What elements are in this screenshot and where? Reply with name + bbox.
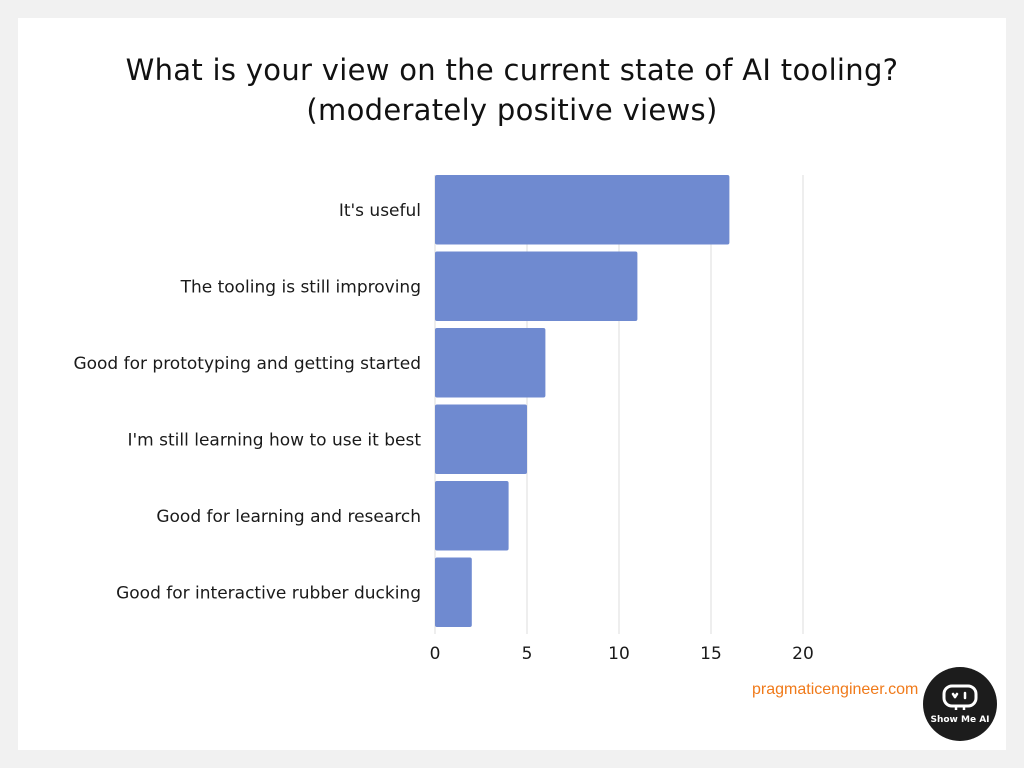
bar xyxy=(435,328,546,398)
bar xyxy=(435,404,527,474)
bar xyxy=(435,481,509,551)
category-label: I'm still learning how to use it best xyxy=(127,430,421,450)
x-tick-label: 15 xyxy=(700,644,722,664)
category-label: Good for learning and research xyxy=(156,507,421,527)
show-me-ai-badge: Show Me AI xyxy=(923,667,997,741)
bar xyxy=(435,175,730,245)
category-labels: It's useful The tooling is still improvin… xyxy=(73,201,421,604)
badge-label: Show Me AI xyxy=(930,715,990,725)
source-link[interactable]: pragmaticengineer.com xyxy=(752,681,919,698)
title-line-1: What is your view on the current state o… xyxy=(125,53,899,87)
x-tick-label: 0 xyxy=(430,644,441,664)
category-label: It's useful xyxy=(339,201,421,221)
bar xyxy=(435,251,638,321)
x-axis-ticks: 0 5 10 15 20 xyxy=(430,644,814,664)
bar xyxy=(435,557,472,627)
title-line-2: (moderately positive views) xyxy=(306,93,718,127)
x-tick-label: 20 xyxy=(792,644,814,664)
bars xyxy=(435,175,730,627)
chart-title: What is your view on the current state o… xyxy=(0,50,1024,130)
category-label: The tooling is still improving xyxy=(180,277,421,297)
robot-face-icon xyxy=(942,684,978,710)
category-label: Good for prototyping and getting started xyxy=(73,354,421,374)
category-label: Good for interactive rubber ducking xyxy=(116,583,421,603)
x-tick-label: 5 xyxy=(522,644,533,664)
x-tick-label: 10 xyxy=(608,644,630,664)
